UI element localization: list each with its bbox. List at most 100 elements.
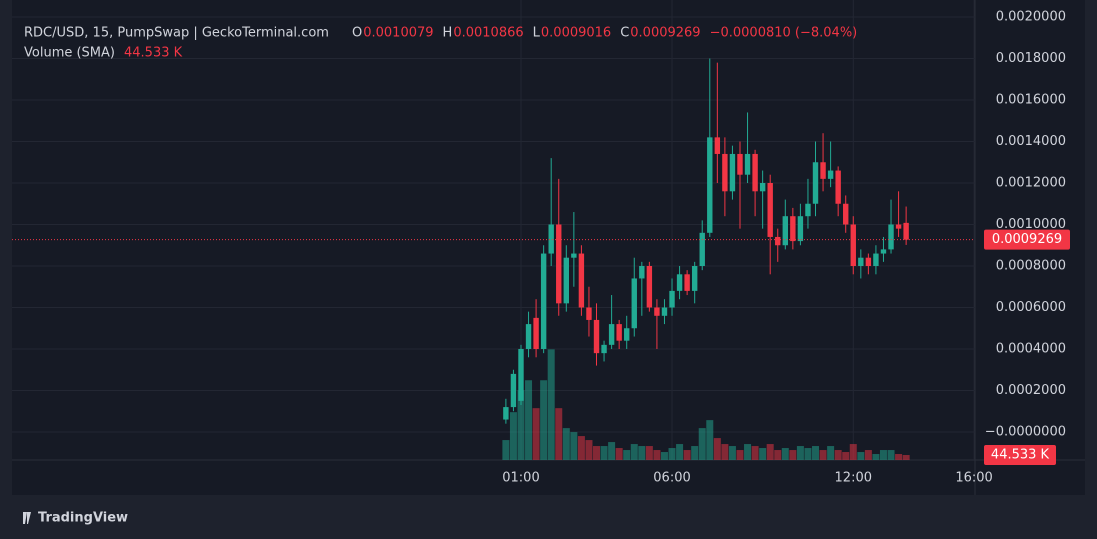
volume-bar (585, 440, 593, 460)
plot (12, 0, 975, 460)
ohlc-value: 0.0009269 (630, 26, 700, 41)
candle-body (744, 153, 751, 175)
volume-bar (623, 450, 631, 460)
y-tick-label: 0.0004000 (996, 341, 1066, 356)
candle-body (805, 203, 811, 217)
ohlc-letter: C (620, 26, 629, 41)
y-tick-label: 0.0018000 (996, 51, 1066, 66)
volume-bar (728, 446, 736, 460)
candle-body (578, 253, 585, 308)
volume-bar (600, 446, 608, 460)
candle-body (518, 348, 524, 401)
volume-bar (857, 452, 865, 460)
volume-bar (562, 428, 570, 460)
ohlc-header: O 0.0010079 H 0.0010866 L 0.0009016 C 0.0009269… (352, 26, 857, 41)
candle-body (827, 170, 834, 179)
volume-bar (532, 408, 540, 460)
candle-body (624, 328, 630, 341)
volume-bar (872, 454, 880, 460)
candle-body (722, 153, 728, 192)
volume-bar (781, 448, 789, 460)
x-tick-label: 06:00 (653, 471, 690, 486)
price-tag-label: 0.0009269 (992, 232, 1062, 247)
candle-body (503, 407, 509, 420)
candle-body (654, 307, 660, 316)
volume-bar (570, 432, 578, 460)
candle-body (639, 265, 645, 279)
candle-body (684, 274, 690, 291)
volume-bar (796, 446, 804, 460)
ohlc-value: 0.0010866 (453, 26, 523, 41)
candle-body (525, 324, 532, 349)
candle-body (752, 153, 758, 192)
footer: TradingView (38, 511, 128, 526)
ohlc-letter: L (533, 26, 541, 41)
volume-bar (736, 450, 744, 460)
volume-bar (593, 446, 601, 460)
candle-body (782, 216, 788, 246)
ohlc-letter: H (443, 26, 453, 41)
volume-bar (721, 444, 729, 460)
change: −0.0000810 (−8.04%) (710, 26, 858, 41)
x-tick-label: 01:00 (502, 471, 539, 486)
volume-bar (819, 450, 827, 460)
candle-body (714, 137, 721, 154)
candle-body (571, 253, 577, 258)
candle-body (601, 344, 607, 354)
candle-body (646, 265, 653, 308)
volume-bar (812, 446, 820, 460)
y-tick-label: 0.0008000 (996, 258, 1066, 273)
candle-body (548, 224, 554, 254)
candle-body (820, 162, 826, 179)
logo (14, 512, 31, 524)
candle-body (729, 153, 736, 192)
y-tick-label: 0.0002000 (996, 383, 1066, 398)
candle-body (669, 290, 675, 308)
volume-bar (555, 408, 563, 460)
y-tick-label: 0.0020000 (996, 10, 1066, 25)
volume-bar (645, 446, 653, 460)
candle-body (593, 319, 600, 354)
volume-bar (502, 440, 510, 460)
volume-bar (668, 448, 676, 460)
candle-body (737, 153, 743, 175)
volume-bar (842, 452, 850, 460)
candle-body (616, 324, 622, 341)
volume-bar (615, 448, 623, 460)
volume-bar (706, 420, 714, 460)
volume-bar (540, 380, 548, 460)
volume-bar (902, 455, 910, 460)
volume-bar (676, 444, 684, 460)
candle-body (865, 257, 872, 266)
candle-body (812, 162, 819, 204)
candle-body (691, 265, 698, 291)
y-tick-label: 0.0014000 (996, 134, 1066, 149)
volume-bar (879, 450, 887, 460)
x-tick-label: 16:00 (955, 471, 992, 486)
volume-bar (827, 446, 835, 460)
candle-body (843, 203, 849, 225)
candle-body (707, 137, 713, 233)
candle-body (586, 307, 592, 320)
volume-bar (547, 349, 555, 460)
volume-bar (608, 442, 616, 460)
candle-body (540, 253, 547, 349)
volume-bar (525, 380, 533, 460)
candle-body (533, 317, 539, 349)
y-tick-label: 0.0012000 (996, 176, 1066, 191)
candle-body (880, 249, 887, 254)
candle-body (661, 307, 668, 316)
candle-body (835, 170, 841, 204)
candle-body (888, 224, 894, 250)
volume-bar (713, 438, 721, 460)
volume-bar (895, 454, 903, 460)
y-tick-label: 0.0016000 (996, 93, 1066, 108)
candle-body (759, 183, 766, 192)
volume-bar (653, 450, 661, 460)
candle-body (903, 222, 909, 240)
volume-last: 44.533 K (124, 46, 183, 61)
ohlc-value: 0.0010079 (363, 26, 433, 41)
candle-body (631, 278, 637, 329)
candle-body (797, 216, 804, 242)
volume-title: Volume (SMA) (24, 46, 115, 61)
